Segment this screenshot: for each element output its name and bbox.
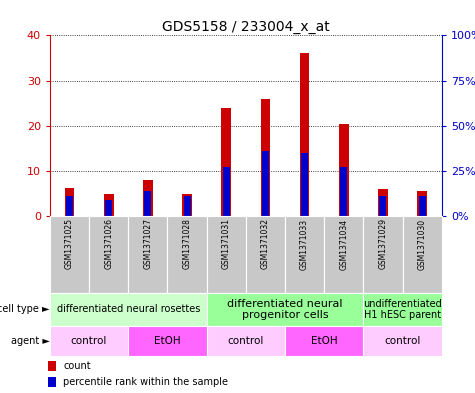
Text: control: control — [71, 336, 107, 346]
Bar — [183, 196, 190, 216]
Bar — [340, 167, 347, 216]
Text: cell type ►: cell type ► — [0, 305, 50, 314]
Bar — [144, 191, 152, 216]
Bar — [143, 180, 153, 216]
Bar — [260, 99, 270, 216]
Bar — [417, 191, 427, 216]
Text: differentiated neural
progenitor cells: differentiated neural progenitor cells — [227, 299, 343, 320]
Bar — [48, 361, 56, 371]
Title: GDS5158 / 233004_x_at: GDS5158 / 233004_x_at — [162, 20, 330, 34]
Bar — [262, 151, 269, 216]
Bar — [182, 193, 192, 216]
Bar — [223, 167, 230, 216]
Text: GSM1371031: GSM1371031 — [222, 219, 231, 270]
Text: control: control — [384, 336, 421, 346]
Text: percentile rank within the sample: percentile rank within the sample — [63, 377, 228, 387]
Text: GSM1371030: GSM1371030 — [418, 219, 427, 270]
Text: differentiated neural rosettes: differentiated neural rosettes — [57, 305, 200, 314]
Text: GSM1371027: GSM1371027 — [143, 219, 152, 270]
Bar — [378, 189, 388, 216]
Text: undifferentiated
H1 hESC parent: undifferentiated H1 hESC parent — [363, 299, 442, 320]
Bar — [339, 123, 349, 216]
Text: GSM1371025: GSM1371025 — [65, 219, 74, 270]
Text: GSM1371032: GSM1371032 — [261, 219, 270, 270]
Bar — [301, 153, 308, 216]
Bar — [300, 53, 310, 216]
Text: GSM1371028: GSM1371028 — [182, 219, 191, 269]
Bar — [418, 196, 426, 216]
Bar — [105, 200, 112, 216]
Text: EtOH: EtOH — [311, 336, 338, 346]
Text: EtOH: EtOH — [154, 336, 181, 346]
Bar — [65, 188, 75, 216]
Text: GSM1371026: GSM1371026 — [104, 219, 113, 270]
Text: GSM1371034: GSM1371034 — [339, 219, 348, 270]
Bar — [380, 196, 387, 216]
Text: count: count — [63, 360, 91, 371]
Bar — [66, 196, 73, 216]
Text: agent ►: agent ► — [11, 336, 50, 346]
Text: GSM1371029: GSM1371029 — [379, 219, 388, 270]
Text: GSM1371033: GSM1371033 — [300, 219, 309, 270]
Bar — [104, 193, 114, 216]
Text: control: control — [228, 336, 264, 346]
Bar — [221, 108, 231, 216]
Bar — [48, 377, 56, 387]
